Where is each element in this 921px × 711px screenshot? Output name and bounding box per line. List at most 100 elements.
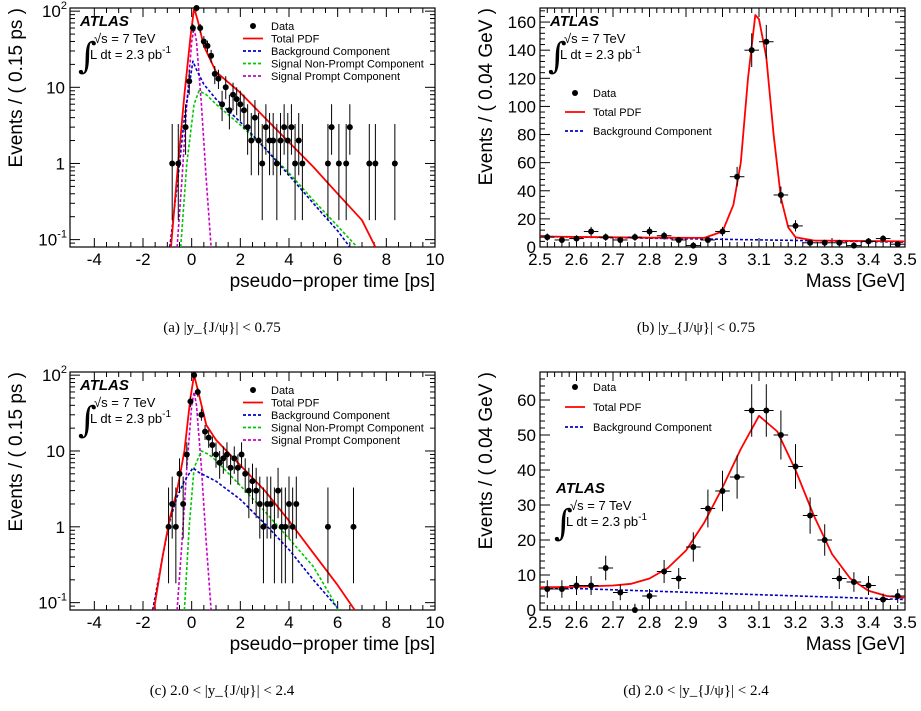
data-point bbox=[176, 470, 183, 477]
data-point bbox=[271, 523, 278, 530]
y-axis-title: Events / ( 0.15 ps ) bbox=[6, 372, 27, 531]
energy-label: √s = 7 TeV bbox=[94, 395, 156, 410]
data-point bbox=[183, 451, 190, 458]
legend-label: Data bbox=[593, 382, 617, 394]
data-point bbox=[262, 124, 269, 131]
legend-label: Signal Prompt Component bbox=[271, 435, 400, 447]
y-tick-label: 100 bbox=[508, 97, 536, 116]
y-axis-title: Events / ( 0.04 GeV ) bbox=[476, 372, 497, 549]
data-point bbox=[240, 107, 247, 114]
data-point bbox=[220, 455, 227, 462]
legend-label: Signal Non-Prompt Component bbox=[271, 423, 424, 435]
x-tick-label: 3 bbox=[718, 613, 727, 632]
data-point bbox=[366, 160, 373, 167]
x-tick-label: -4 bbox=[87, 250, 102, 269]
data-point bbox=[391, 160, 398, 167]
y-tick-base: 10 bbox=[42, 2, 61, 21]
x-tick-label: 3 bbox=[718, 250, 727, 269]
x-tick-label: 3.3 bbox=[820, 613, 844, 632]
data-point bbox=[222, 84, 229, 91]
legend-label: Total PDF bbox=[593, 402, 642, 414]
data-point bbox=[260, 523, 267, 530]
data-point bbox=[200, 38, 207, 45]
y-tick-label: 102 bbox=[42, 0, 67, 21]
legend-label: Data bbox=[271, 21, 295, 33]
y-tick-label: 160 bbox=[508, 13, 536, 32]
lumi-label: L dt = 2.3 pb-1 bbox=[90, 45, 172, 62]
data-points bbox=[540, 24, 905, 249]
data-point bbox=[631, 607, 638, 613]
data-point bbox=[763, 38, 770, 45]
y-tick-label: 10-1 bbox=[38, 592, 67, 613]
data-point bbox=[189, 25, 196, 32]
atlas-title: ATLAS bbox=[79, 377, 129, 394]
data-point bbox=[234, 464, 241, 471]
data-point bbox=[208, 52, 215, 59]
y-tick-label: 140 bbox=[508, 41, 536, 60]
data-point bbox=[324, 160, 331, 167]
data-point bbox=[182, 124, 189, 131]
data-point bbox=[226, 107, 233, 114]
y-tick-label: 60 bbox=[517, 154, 536, 173]
data-point bbox=[219, 101, 226, 108]
x-tick-label: 3.2 bbox=[784, 613, 808, 632]
x-tick-label: 8 bbox=[382, 613, 391, 632]
curve-background-component bbox=[169, 60, 351, 247]
data-point bbox=[248, 137, 255, 144]
y-tick-label: 1 bbox=[56, 154, 65, 173]
data-point bbox=[277, 137, 284, 144]
energy-label: √s = 7 TeV bbox=[564, 31, 626, 46]
lumi-value: L dt = 2.3 pb bbox=[90, 47, 162, 62]
data-point bbox=[270, 137, 277, 144]
y-tick-label: 80 bbox=[517, 126, 536, 145]
data-point bbox=[288, 124, 295, 131]
legend-label: Background Component bbox=[593, 422, 712, 434]
data-point bbox=[748, 407, 755, 414]
x-tick-label: 6 bbox=[333, 250, 342, 269]
data-point bbox=[631, 234, 638, 241]
x-tick-label: -2 bbox=[135, 613, 150, 632]
y-tick-label: 0 bbox=[527, 601, 536, 620]
y-tick-label: 20 bbox=[517, 210, 536, 229]
y-tick-exponent: -1 bbox=[57, 592, 67, 604]
y-tick-exponent: 2 bbox=[61, 0, 67, 12]
curve-signal-non-prompt-component bbox=[183, 450, 339, 610]
data-point bbox=[602, 565, 609, 571]
y-tick-base: 10 bbox=[38, 594, 57, 613]
x-tick-label: 3.3 bbox=[820, 250, 844, 269]
data-point bbox=[205, 434, 212, 441]
y-tick-base: 10 bbox=[42, 366, 61, 385]
data-point bbox=[245, 487, 252, 494]
curve-signal-non-prompt-component bbox=[179, 90, 358, 247]
atlas-title: ATLAS bbox=[79, 13, 129, 30]
data-point bbox=[275, 487, 282, 494]
energy-label: √s = 7 TeV bbox=[570, 498, 632, 513]
lumi-label: L dt = 2.3 pb-1 bbox=[90, 409, 172, 426]
data-point bbox=[242, 470, 249, 477]
x-tick-label: 4 bbox=[284, 613, 293, 632]
data-point bbox=[204, 42, 211, 49]
x-tick-label: 8 bbox=[382, 250, 391, 269]
data-point bbox=[646, 593, 653, 599]
data-points bbox=[169, 5, 398, 221]
y-tick-label: 50 bbox=[517, 426, 536, 445]
x-tick-label: -2 bbox=[135, 250, 150, 269]
energy-label: √s = 7 TeV bbox=[94, 31, 156, 46]
data-point bbox=[227, 464, 234, 471]
data-point bbox=[588, 582, 595, 589]
y-tick-label: 1 bbox=[56, 518, 65, 537]
data-point bbox=[821, 239, 828, 246]
data-point bbox=[865, 582, 872, 589]
data-point bbox=[894, 593, 901, 599]
legend-label: Signal Non-Prompt Component bbox=[271, 59, 424, 71]
data-point bbox=[244, 124, 251, 131]
legend-label: Data bbox=[271, 385, 295, 397]
data-point bbox=[324, 523, 331, 530]
x-tick-label: 2 bbox=[236, 613, 245, 632]
data-point bbox=[617, 236, 624, 243]
data-point bbox=[880, 596, 887, 603]
